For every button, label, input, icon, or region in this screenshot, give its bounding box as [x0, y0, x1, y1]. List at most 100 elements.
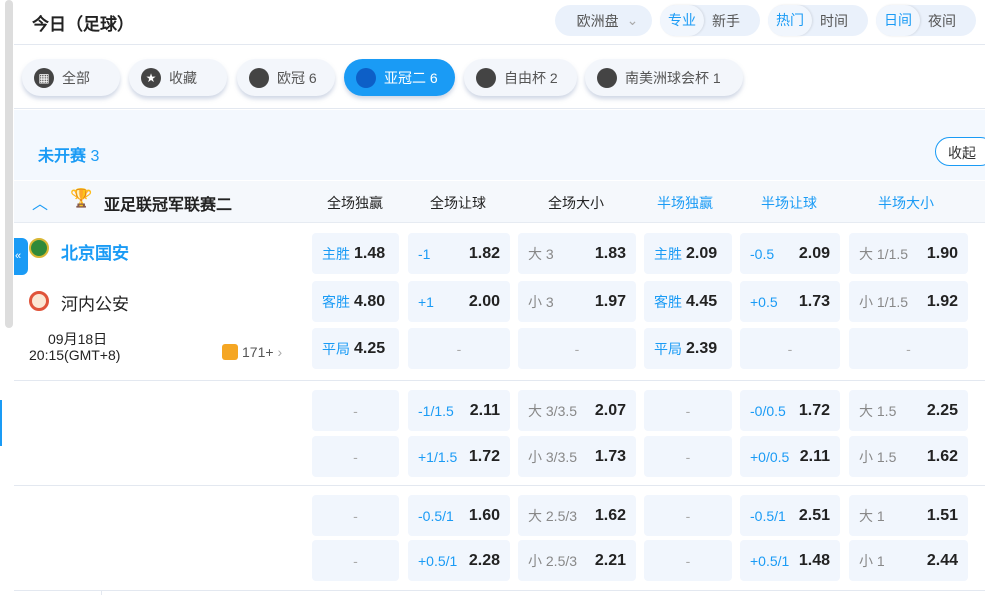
tab-3[interactable]: 亚冠二 6: [344, 59, 455, 96]
odds-cell[interactable]: 平局 4.25: [312, 328, 399, 369]
away-team[interactable]: 河内公安: [61, 295, 129, 314]
odds-cell[interactable]: 大 1 1.51: [849, 495, 968, 536]
sort-hot[interactable]: 热门: [768, 5, 812, 36]
trophy-icon: [597, 67, 617, 88]
odds-label: 小 3/3.5: [528, 448, 578, 465]
odds-cell[interactable]: +0.5/1 1.48: [740, 540, 840, 581]
odds-cell[interactable]: -0/0.5 1.72: [740, 390, 840, 431]
odds-cell[interactable]: -0.5/1 1.60: [408, 495, 510, 536]
odds-cell[interactable]: +0.5 1.73: [740, 281, 840, 322]
odds-value: 1.73: [798, 292, 830, 310]
odds-type-select[interactable]: 欧洲盘 ⌄: [555, 5, 652, 36]
odds-value: 1.97: [594, 292, 626, 310]
odds-cell[interactable]: 客胜 4.45: [644, 281, 732, 322]
expand-sidebar-button[interactable]: «: [14, 238, 28, 275]
odds-cell[interactable]: 大 3/3.5 2.07: [518, 390, 636, 431]
odds-cell[interactable]: 主胜 1.48: [312, 233, 399, 274]
odds-value: 1.72: [468, 447, 500, 465]
tab-4[interactable]: 自由杯 2: [464, 59, 577, 96]
theme-day[interactable]: 日间: [876, 5, 920, 36]
odds-cell[interactable]: +0.5/1 2.28: [408, 540, 510, 581]
odds-cell-empty: -: [644, 390, 732, 431]
odds-cell-empty: -: [644, 436, 732, 477]
odds-label: 大 1/1.5: [859, 245, 909, 262]
odds-cell-empty: -: [312, 495, 399, 536]
mode-pro[interactable]: 专业: [660, 5, 704, 36]
odds-value: 2.39: [686, 339, 718, 357]
odds-label: 大 3: [528, 245, 554, 262]
odds-label: +0.5/1: [418, 552, 458, 569]
collapse-button[interactable]: 收起: [935, 137, 985, 166]
away-team-logo: [29, 291, 49, 311]
theme-night[interactable]: 夜间: [928, 12, 956, 29]
odds-value: 1.90: [926, 244, 958, 262]
odds-label: 客胜: [654, 293, 682, 310]
odds-cell[interactable]: 大 1.5 2.25: [849, 390, 968, 431]
odds-cell-empty: -: [408, 328, 510, 369]
odds-cell[interactable]: +1 2.00: [408, 281, 510, 322]
odds-cell[interactable]: -1 1.82: [408, 233, 510, 274]
odds-cell-empty: -: [644, 540, 732, 581]
league-name: 亚足联冠军联赛二: [104, 197, 233, 214]
chevron-up-icon[interactable]: ︿: [32, 196, 49, 213]
mode-toggle[interactable]: 专业 新手: [660, 5, 760, 36]
odds-cell[interactable]: 大 3 1.83: [518, 233, 636, 274]
tab-5[interactable]: 南美洲球会杯 1: [585, 59, 743, 96]
odds-value: 2.28: [468, 551, 500, 569]
odds-cell[interactable]: 客胜 4.80: [312, 281, 399, 322]
tab-0[interactable]: ▦ 全部: [22, 59, 120, 96]
tab-1[interactable]: ★ 收藏: [129, 59, 227, 96]
odds-value: 2.21: [594, 551, 626, 569]
odds-value: 1.73: [594, 447, 626, 465]
odds-value: 2.07: [594, 401, 626, 419]
sort-toggle[interactable]: 热门 时间: [768, 5, 868, 36]
odds-cell[interactable]: 小 3/3.5 1.73: [518, 436, 636, 477]
odds-label: 大 1: [859, 507, 885, 524]
trophy-icon: [356, 67, 376, 88]
home-team[interactable]: 北京国安: [61, 244, 129, 263]
scrollbar[interactable]: [5, 0, 13, 328]
odds-cell[interactable]: 小 3 1.97: [518, 281, 636, 322]
odds-cell[interactable]: +0/0.5 2.11: [740, 436, 840, 477]
odds-cell[interactable]: -1/1.5 2.11: [408, 390, 510, 431]
league-header[interactable]: [14, 181, 985, 223]
column-header: 半场大小: [878, 195, 934, 211]
odds-value: 1.62: [594, 506, 626, 524]
odds-value: 4.45: [686, 292, 718, 310]
mode-novice[interactable]: 新手: [712, 12, 740, 29]
match-date: 09月18日: [48, 331, 108, 347]
home-team-logo: [29, 238, 49, 258]
odds-cell[interactable]: 小 1 2.44: [849, 540, 968, 581]
odds-value: 2.09: [798, 244, 830, 262]
odds-label: 主胜: [654, 245, 682, 262]
odds-cell[interactable]: 主胜 2.09: [644, 233, 732, 274]
odds-cell[interactable]: 小 1/1.5 1.92: [849, 281, 968, 322]
odds-value: 2.25: [926, 401, 958, 419]
odds-cell[interactable]: 大 1/1.5 1.90: [849, 233, 968, 274]
odds-cell[interactable]: 小 1.5 1.62: [849, 436, 968, 477]
column-header: 全场大小: [548, 195, 604, 211]
odds-cell-empty: -: [740, 328, 840, 369]
theme-toggle[interactable]: 日间 夜间: [876, 5, 976, 36]
odds-cell[interactable]: +1/1.5 1.72: [408, 436, 510, 477]
odds-cell[interactable]: -0.5/1 2.51: [740, 495, 840, 536]
odds-value: 2.11: [799, 447, 830, 465]
sort-time[interactable]: 时间: [820, 12, 848, 29]
odds-cell[interactable]: 大 2.5/3 1.62: [518, 495, 636, 536]
column-header: 全场独赢: [327, 195, 383, 211]
odds-label: 主胜: [322, 245, 350, 262]
section-title: 未开赛 3: [38, 148, 100, 165]
odds-label: 平局: [322, 340, 350, 357]
tab-2[interactable]: 欧冠 6: [237, 59, 335, 96]
odds-label: -0/0.5: [750, 402, 786, 419]
odds-cell[interactable]: 平局 2.39: [644, 328, 732, 369]
odds-label: +0/0.5: [750, 448, 790, 465]
odds-value: 4.25: [354, 339, 386, 357]
more-markets-link[interactable]: 171+ ›: [222, 344, 282, 360]
odds-value: 1.48: [354, 244, 386, 262]
odds-label: 小 3: [528, 293, 554, 310]
odds-cell[interactable]: -0.5 2.09: [740, 233, 840, 274]
star-icon: ★: [141, 67, 161, 88]
odds-cell[interactable]: 小 2.5/3 2.21: [518, 540, 636, 581]
page-title: 今日（足球）: [32, 15, 134, 34]
